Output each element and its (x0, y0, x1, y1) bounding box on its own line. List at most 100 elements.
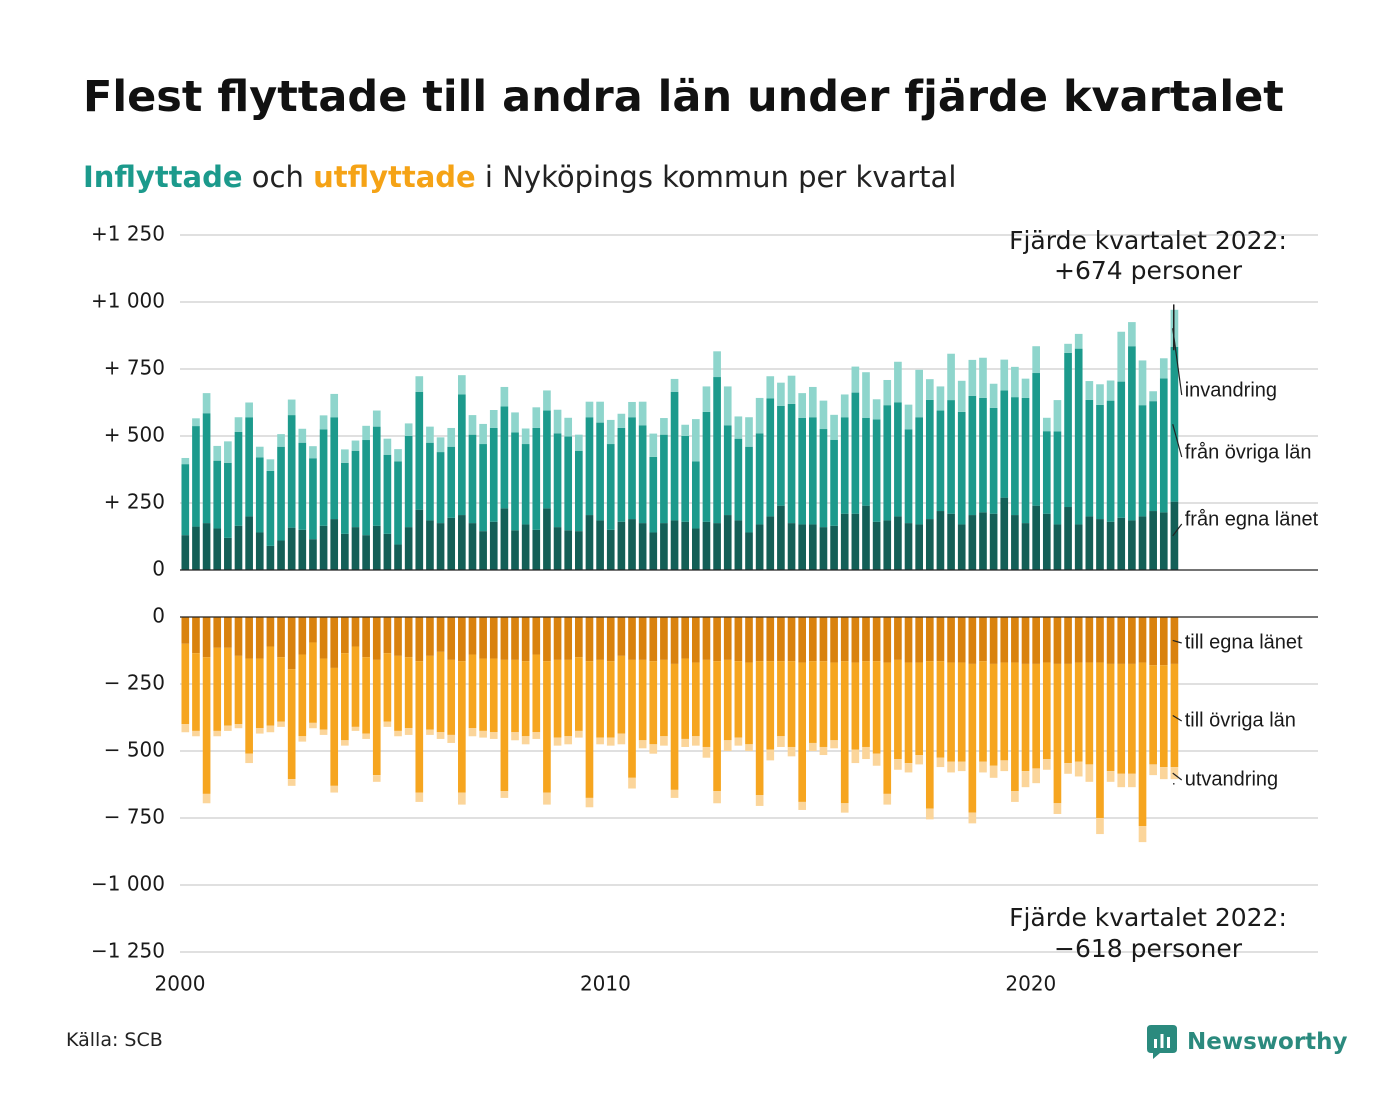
outflow-bar-segment (702, 746, 711, 758)
outflow-bar-segment (723, 617, 732, 660)
inflow-bar-segment (224, 462, 232, 538)
inflow-bar-segment (341, 449, 349, 463)
outflow-bar-segment (553, 659, 562, 738)
outflow-bar-segment (298, 617, 307, 655)
outflow-bar-segment (777, 661, 785, 737)
inflow-bar-segment (819, 527, 828, 570)
inflow-bar-segment (872, 399, 881, 420)
inflow-bar-segment (192, 426, 200, 527)
outflow-bar-segment (224, 647, 232, 726)
outflow-bar-segment (883, 617, 892, 663)
series-label: från övriga län (1185, 441, 1312, 463)
inflow-bar-segment (787, 403, 796, 524)
series-label-leader (1172, 328, 1183, 396)
outflow-bar-segment (872, 617, 881, 662)
outflow-bar-segment (1096, 818, 1104, 835)
inflow-bar-segment (617, 521, 626, 570)
outflow-bar-segment (564, 659, 573, 737)
outflow-bar-segment (840, 661, 849, 804)
top-y-tick-label: + 750 (104, 356, 165, 380)
inflow-bar-segment (553, 433, 562, 528)
inflow-bar-segment (330, 417, 339, 520)
outflow-bar-segment (266, 646, 275, 726)
inflow-bar-segment (1170, 346, 1179, 502)
inflow-bar-segment (925, 399, 934, 520)
outflow-bar-segment (553, 737, 562, 746)
outflow-bar-segment (224, 725, 232, 731)
inflow-bar-segment (277, 540, 285, 570)
outflow-bar-segment (862, 746, 870, 760)
outflow-bar-segment (851, 617, 860, 663)
outflow-bar-segment (564, 736, 573, 745)
inflow-bar-segment (830, 439, 838, 526)
inflow-bar-segment (277, 434, 285, 447)
outflow-bar-segment (309, 617, 317, 643)
inflow-bar-segment (915, 417, 923, 525)
inflow-bar-segment (883, 405, 892, 521)
outflow-bar-segment (1170, 767, 1179, 780)
inflow-bar-segment (1170, 501, 1179, 570)
outflow-bar-segment (415, 792, 424, 802)
outflow-bar-segment (925, 661, 934, 809)
inflow-bar-segment (628, 401, 636, 418)
inflow-bar-segment (415, 376, 424, 392)
outflow-bar-segment (638, 740, 647, 749)
series-label: till övriga län (1185, 709, 1296, 731)
outflow-bar-segment (468, 728, 477, 737)
inflow-bar-segment (426, 442, 434, 521)
inflow-bar-segment (1032, 505, 1040, 570)
outflow-bar-segment (777, 736, 785, 747)
outflow-bar-segment (234, 617, 243, 656)
outflow-bar-segment (596, 617, 604, 660)
inflow-bar-segment (904, 404, 913, 430)
inflow-bar-segment (947, 513, 955, 570)
inflow-bar-segment (808, 417, 817, 525)
series-label: till egna länet (1185, 631, 1303, 653)
bottom-y-tick-label: − 500 (104, 738, 165, 762)
inflow-bar-segment (1074, 524, 1083, 570)
outflow-bar-segment (266, 725, 275, 733)
outflow-bar-segment (447, 617, 456, 660)
inflow-bar-segment (330, 519, 339, 570)
outflow-bar-segment (968, 617, 977, 664)
newsworthy-logo-icon (1147, 1025, 1177, 1059)
inflow-bar-segment (777, 382, 785, 406)
inflow-bar-segment (596, 422, 604, 521)
inflow-bar-segment (862, 372, 870, 418)
inflow-bars (181, 309, 1179, 570)
inflow-bar-segment (649, 532, 658, 570)
inflow-bar-segment (723, 515, 732, 570)
outflow-bar-segment (606, 661, 615, 738)
outflow-bar-segment (404, 617, 413, 658)
inflow-bar-segment (1064, 343, 1072, 353)
inflow-bar-segment (925, 379, 934, 400)
outflow-bar-segment (681, 658, 690, 739)
annotation-line: Fjärde kvartalet 2022: (1009, 226, 1287, 255)
inflow-bar-segment (691, 461, 700, 529)
outflow-bar-segment (681, 617, 690, 659)
inflow-bar-segment (1053, 431, 1062, 525)
outflow-bar-segment (362, 657, 370, 734)
outflow-bar-segment (606, 617, 615, 662)
inflow-bar-segment (925, 519, 934, 570)
inflow-bar-segment (723, 386, 732, 426)
outflow-bar-segment (808, 617, 817, 662)
inflow-bar-segment (362, 535, 370, 570)
inflow-bar-segment (830, 525, 838, 570)
outflow-bar-segment (1149, 617, 1157, 666)
inflow-bar-segment (511, 530, 519, 570)
outflow-bar-segment (521, 736, 530, 745)
outflow-bar-segment (224, 617, 232, 648)
outflow-bar-segment (447, 659, 456, 735)
inflow-bar-segment (1149, 391, 1157, 402)
inflow-bar-segment (957, 524, 966, 570)
inflow-bar-segment (1011, 397, 1019, 516)
inflow-bar-segment (670, 520, 679, 570)
outflow-bar-segment (915, 617, 923, 663)
inflow-bar-segment (1053, 524, 1062, 570)
inflow-bar-segment (383, 438, 392, 455)
inflow-bar-segment (245, 402, 253, 418)
inflow-bar-segment (362, 440, 370, 536)
inflow-bar-segment (447, 427, 456, 447)
inflow-bar-segment (298, 428, 307, 443)
